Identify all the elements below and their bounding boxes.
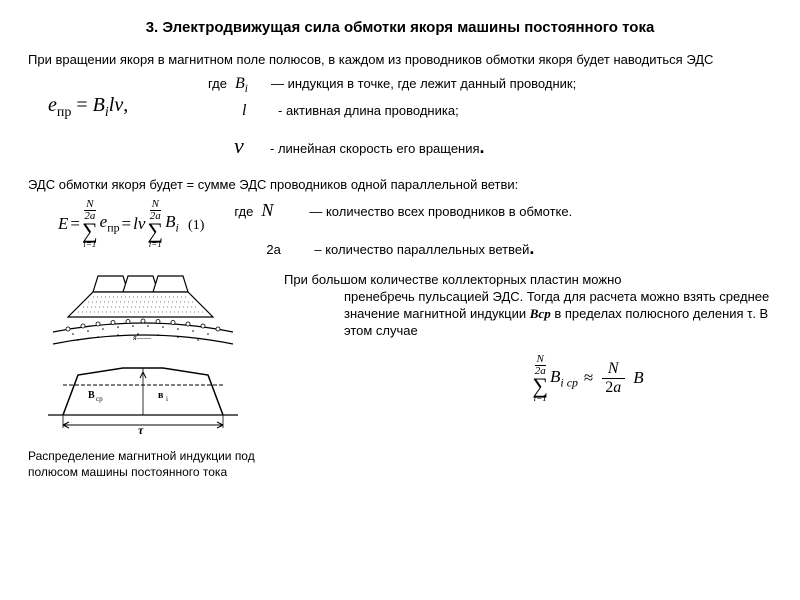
formula-row-1: eпр = Bilv, где Bi — индукция в точке, г… — [28, 74, 772, 164]
diagram-column: я—— B ср в i — [28, 272, 268, 480]
where-label: где — [208, 76, 227, 93]
symbol-v: v — [234, 132, 262, 161]
definitions-block-1: где Bi — индукция в точке, где лежит дан… — [208, 74, 772, 164]
def-l-text: - активная длина проводника; — [278, 103, 459, 120]
where-label-2: где — [234, 204, 253, 221]
def-v-text: - линейная скорость его вращения. — [270, 136, 485, 159]
explanation-text: При большом количестве коллекторных плас… — [284, 272, 772, 480]
para3-body: пренебречь пульсацией ЭДС. Тогда для рас… — [284, 289, 772, 340]
formula-e-pr: eпр = Bilv, — [48, 92, 208, 122]
intro-paragraph: При вращении якоря в магнитном поле полю… — [28, 52, 772, 69]
section-title: 3. Электродвижущая сила обмотки якоря ма… — [28, 18, 772, 38]
symbol-l: l — [242, 101, 270, 122]
def-n-text: — количество всех проводников в обмотке. — [309, 204, 572, 221]
final-formula: N2a ∑ i=1 Bi ср ≈ N 2a B — [404, 350, 772, 403]
paragraph-2: ЭДС обмотки якоря будет = сумме ЭДС пров… — [28, 177, 772, 194]
svg-text:ср: ср — [96, 395, 103, 403]
sum-formula: E = N2a ∑ i=1 eпр = lv N2a ∑ i=1 Bi (1) — [58, 199, 204, 248]
symbol-n: N — [261, 199, 301, 222]
svg-text:i: i — [166, 395, 168, 403]
para3-line1: При большом количестве коллекторных плас… — [284, 272, 772, 289]
formula-row-2: E = N2a ∑ i=1 eпр = lv N2a ∑ i=1 Bi (1) … — [28, 199, 772, 264]
svg-text:B: B — [88, 390, 95, 401]
symbol-2a: 2а — [266, 242, 306, 259]
flux-distribution-diagram: я—— B ср в i — [28, 272, 258, 437]
diagram-caption: Распределение магнитной индукции под пол… — [28, 448, 268, 480]
svg-text:я——: я—— — [132, 333, 152, 342]
definitions-block-2: где N — количество всех проводников в об… — [234, 199, 772, 264]
symbol-bi: Bi — [235, 74, 263, 97]
svg-text:в: в — [158, 390, 164, 401]
def-2a-text: – количество параллельных ветвей. — [314, 237, 534, 260]
equation-number: (1) — [188, 218, 204, 233]
def-bi-text: — индукция в точке, где лежит данный про… — [271, 76, 576, 93]
svg-text:τ: τ — [138, 423, 144, 437]
bottom-row: я—— B ср в i — [28, 272, 772, 480]
